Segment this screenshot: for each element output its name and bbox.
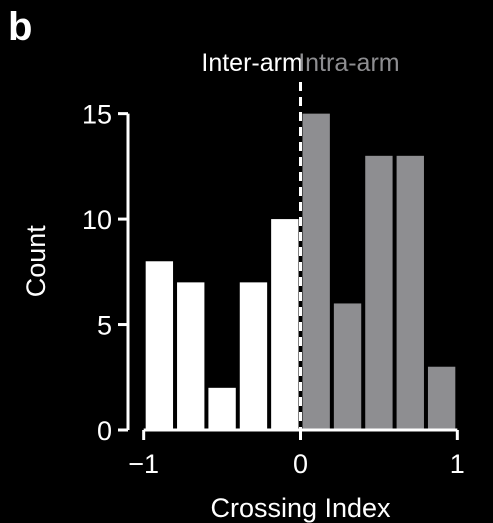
bar-inter-arm-1	[145, 261, 174, 430]
bar-inter-arm-2	[177, 282, 205, 430]
bar-inter-arm-5	[271, 219, 299, 430]
axes-layer	[118, 82, 459, 440]
bar-intra-arm-3	[365, 155, 393, 430]
x-axis-label: Crossing Index	[210, 493, 391, 523]
y-tick-label-0: 0	[97, 416, 112, 446]
bar-inter-arm-4	[239, 282, 268, 430]
labels-layer: 0 5 10 15 −1 0 1 Crossing Index Count Inter-armIn…	[21, 49, 465, 523]
bar-intra-arm-5	[427, 366, 456, 430]
bar-inter-arm-3	[208, 387, 236, 430]
y-tick-label-15: 15	[82, 100, 112, 130]
y-axis-label: Count	[21, 225, 51, 298]
bar-intra-arm-1	[302, 113, 330, 431]
group-label-inter-arm: Inter-arm	[201, 49, 302, 77]
bars-layer	[145, 113, 456, 431]
bar-intra-arm-2	[333, 303, 362, 430]
x-tick-label-0: −1	[128, 449, 159, 479]
y-tick-label-10: 10	[82, 205, 112, 235]
bar-intra-arm-4	[396, 155, 424, 430]
group-label-intra-arm: Intra-arm	[298, 49, 399, 77]
x-tick-label-2: 1	[450, 449, 465, 479]
y-tick-label-5: 5	[97, 311, 112, 341]
x-tick-label-1: 0	[293, 449, 308, 479]
panel-label: b	[8, 5, 32, 49]
